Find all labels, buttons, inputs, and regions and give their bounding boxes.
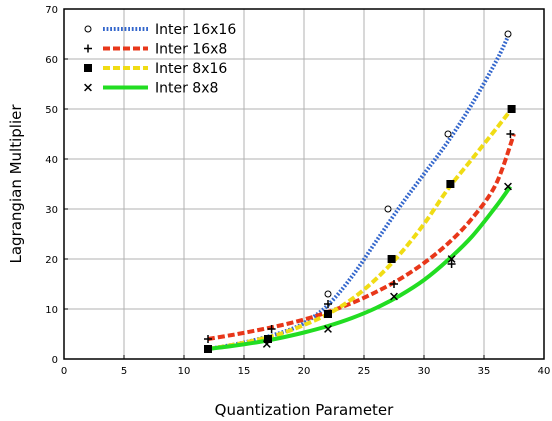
x-tick-label: 10 — [178, 366, 191, 377]
data-point-inter-16x8 — [506, 130, 515, 138]
data-point-inter-8x8 — [447, 255, 456, 263]
data-point-inter-8x16 — [507, 105, 516, 113]
y-tick-label: 70 — [45, 5, 58, 16]
legend-label-inter-16x8: Inter 16x8 — [155, 42, 227, 58]
data-point-inter-16x16 — [384, 205, 392, 213]
legend-label-inter-16x16: Inter 16x16 — [155, 22, 236, 38]
series-points — [204, 30, 516, 353]
legend-marker-inter-8x8 — [84, 83, 92, 92]
data-point-inter-8x8 — [262, 340, 271, 348]
data-point-inter-8x16 — [387, 255, 396, 263]
axis-ticks: 0 5 10 15 20 25 30 35 40 0 10 20 30 40 50 60 70 — [45, 5, 550, 377]
legend-marker-inter-16x8 — [84, 44, 92, 53]
y-tick-label: 60 — [45, 55, 58, 66]
x-tick-label: 5 — [121, 366, 127, 377]
x-tick-label: 25 — [358, 366, 371, 377]
x-tick-label: 30 — [418, 366, 431, 377]
series-curve-inter-8x16 — [207, 107, 514, 351]
y-tick-label: 50 — [45, 105, 58, 116]
x-tick-label: 0 — [61, 366, 67, 377]
data-point-inter-8x8 — [504, 182, 512, 191]
x-tick-label: 35 — [478, 366, 491, 377]
data-point-inter-8x16 — [264, 335, 272, 343]
x-tick-label: 20 — [298, 366, 311, 377]
y-tick-label: 30 — [45, 205, 58, 216]
series-curve-inter-8x8 — [207, 185, 513, 351]
data-point-inter-16x8 — [390, 280, 398, 288]
y-tick-label: 20 — [45, 255, 58, 266]
legend: Inter 16x16 Inter 16x8 Inter 8x16 Inter 8x8 — [84, 22, 236, 97]
data-point-inter-16x8 — [267, 325, 276, 333]
data-point-inter-8x16 — [324, 310, 332, 318]
data-point-inter-16x16 — [324, 290, 332, 298]
data-point-inter-8x8 — [204, 345, 212, 353]
data-point-inter-8x8 — [324, 325, 332, 333]
grid — [64, 9, 544, 359]
data-point-inter-8x16 — [446, 180, 455, 188]
series-curve-inter-16x8 — [207, 133, 516, 341]
legend-marker-inter-16x16 — [84, 25, 92, 33]
data-point-inter-16x16 — [504, 30, 512, 38]
legend-label-inter-8x16: Inter 8x16 — [155, 61, 227, 77]
data-point-inter-8x8 — [390, 292, 398, 301]
data-point-inter-16x8 — [324, 300, 332, 308]
series-curves — [207, 35, 516, 351]
y-tick-label: 40 — [45, 155, 58, 166]
data-point-inter-16x8 — [204, 335, 212, 343]
x-tick-label: 40 — [538, 366, 551, 377]
legend-marker-inter-8x16 — [84, 64, 92, 72]
y-tick-label: 10 — [45, 305, 58, 316]
legend-label-inter-8x8: Inter 8x8 — [155, 81, 218, 97]
data-point-inter-16x16 — [444, 130, 452, 138]
data-point-inter-16x8 — [447, 260, 456, 268]
x-tick-label: 15 — [238, 366, 251, 377]
x-axis-title: Quantization Parameter — [215, 401, 395, 419]
y-tick-label: 0 — [52, 355, 58, 366]
y-axis-title: Lagrangian Multiplier — [7, 104, 25, 264]
series-curve-inter-16x16 — [207, 35, 510, 351]
